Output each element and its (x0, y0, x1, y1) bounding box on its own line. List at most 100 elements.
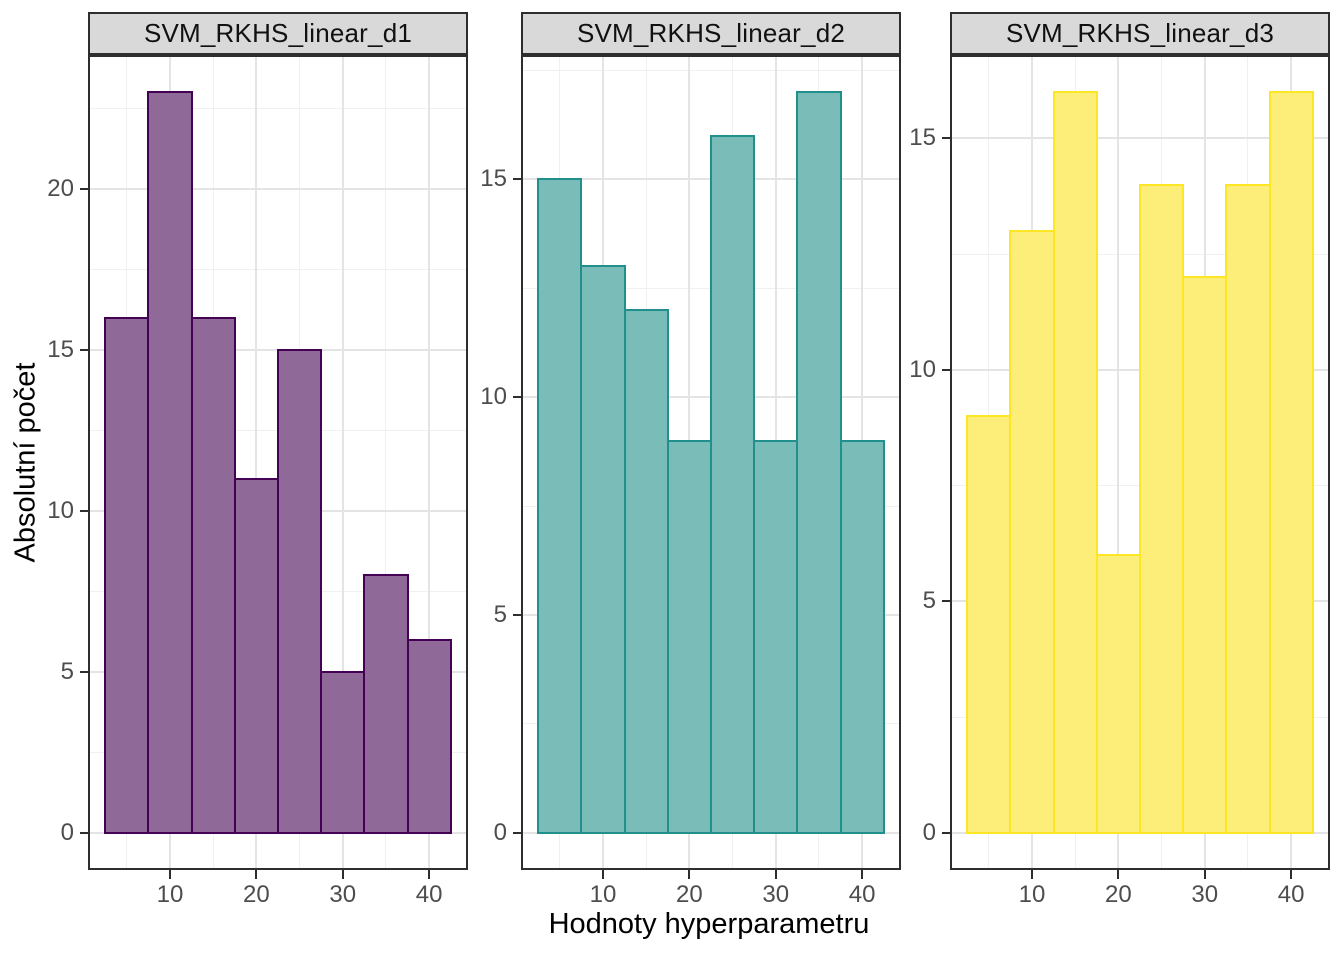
y-tick-mark (80, 348, 88, 351)
y-tick-mark (513, 396, 521, 399)
histogram-bar (190, 316, 236, 834)
facet-panel-d3: SVM_RKHS_linear_d3 0 5 10 15 10 20 30 40 (909, 0, 1330, 960)
y-tick-mark (80, 509, 88, 512)
y-tick-mark (513, 831, 521, 834)
x-tick-mark (341, 870, 344, 879)
histogram-bar (839, 439, 885, 834)
histogram-bar (233, 477, 279, 834)
y-tick-mark (942, 137, 950, 140)
y-tick-label: 5 (60, 657, 74, 685)
facet-strip-d3: SVM_RKHS_linear_d3 (950, 12, 1330, 55)
x-tick-label: 40 (848, 881, 876, 908)
histogram-bar (1182, 276, 1228, 834)
x-tick-label: 10 (1018, 881, 1046, 908)
y-tick-mark (80, 831, 88, 834)
x-tick-label: 20 (243, 881, 270, 908)
x-tick-label: 30 (762, 881, 790, 908)
histogram-bar (147, 91, 193, 834)
gridline-minor-vertical (385, 55, 387, 870)
x-tick-mark (169, 870, 172, 879)
gridline-major-vertical (341, 55, 344, 870)
x-tick-mark (428, 870, 431, 879)
x-tick-mark (861, 870, 864, 879)
y-tick-mark (80, 187, 88, 190)
gridline-major-horizontal (88, 187, 468, 190)
x-axis-d3: 10 20 30 40 (950, 870, 1330, 930)
gridline-major-vertical (255, 55, 258, 870)
y-tick-label: 5 (922, 587, 936, 615)
histogram-bar (1052, 91, 1098, 834)
y-tick-label: 0 (922, 818, 936, 846)
histogram-bar (710, 134, 756, 834)
histogram-bar (537, 178, 583, 834)
y-tick-mark (942, 831, 950, 834)
y-tick-label: 15 (909, 124, 936, 152)
x-tick-mark (688, 870, 691, 879)
facet-panel-d1: SVM_RKHS_linear_d1 0 5 10 15 20 10 20 30 40 (47, 0, 468, 960)
histogram-bar (277, 348, 323, 834)
y-axis-d2: 0 5 10 15 (451, 55, 521, 870)
x-tick-mark (1290, 870, 1293, 879)
y-tick-mark (942, 368, 950, 371)
y-tick-label: 5 (493, 601, 507, 629)
x-tick-label: 30 (329, 881, 357, 908)
histogram-bar (320, 670, 366, 834)
facet-strip-label: SVM_RKHS_linear_d3 (1005, 18, 1275, 48)
panel-plot-d2 (521, 55, 901, 870)
x-tick-mark (602, 870, 605, 879)
x-tick-label: 30 (1191, 881, 1219, 908)
gridline-minor-horizontal (88, 107, 468, 109)
facet-strip-d1: SVM_RKHS_linear_d1 (88, 12, 468, 55)
gridline-major-horizontal (950, 137, 1330, 140)
y-tick-label: 15 (480, 165, 507, 193)
y-tick-mark (513, 614, 521, 617)
facet-strip-label: SVM_RKHS_linear_d1 (143, 18, 413, 48)
panel-plot-d3 (950, 55, 1330, 870)
histogram-bar (406, 638, 452, 834)
gridline-minor-horizontal (521, 69, 901, 71)
histogram-bar (1009, 229, 1055, 834)
facet-strip-d2: SVM_RKHS_linear_d2 (521, 12, 901, 55)
histogram-bar (1139, 183, 1185, 834)
x-tick-label: 20 (1105, 881, 1132, 908)
histogram-bar (580, 265, 626, 834)
x-tick-mark (774, 870, 777, 879)
x-tick-mark (255, 870, 258, 879)
histogram-bar (1095, 554, 1141, 834)
x-tick-label: 40 (1277, 881, 1305, 908)
x-tick-mark (1203, 870, 1206, 879)
y-tick-mark (513, 178, 521, 181)
y-tick-label: 10 (909, 355, 936, 383)
x-axis-d2: 10 20 30 40 (521, 870, 901, 930)
y-tick-label: 15 (47, 335, 74, 363)
histogram-bar (753, 439, 799, 834)
x-tick-label: 10 (589, 881, 617, 908)
y-tick-label: 20 (47, 174, 74, 202)
y-tick-mark (80, 670, 88, 673)
y-tick-label: 10 (480, 383, 507, 411)
x-tick-mark (1031, 870, 1034, 879)
y-tick-mark (942, 600, 950, 603)
histogram-bar (363, 574, 409, 834)
x-tick-mark (1117, 870, 1120, 879)
y-tick-label: 10 (47, 496, 74, 524)
gridline-major-vertical (1117, 55, 1120, 870)
y-tick-label: 0 (60, 818, 74, 846)
histogram-bar (1268, 91, 1314, 834)
panel-plot-d1 (88, 55, 468, 870)
histogram-bar (1225, 183, 1271, 834)
facet-panel-d2: SVM_RKHS_linear_d2 0 5 10 15 10 20 30 40 (480, 0, 901, 960)
x-axis-title: Hodnoty hyperparametru (548, 908, 870, 940)
gridline-minor-horizontal (88, 268, 468, 270)
histogram-bar (966, 415, 1012, 834)
y-axis-d1: 0 5 10 15 20 (18, 55, 88, 870)
gridline-major-vertical (428, 55, 431, 870)
x-axis-d1: 10 20 30 40 (88, 870, 468, 930)
histogram-bar (623, 308, 669, 834)
y-axis-d3: 0 5 10 15 (880, 55, 950, 870)
histogram-bar (666, 439, 712, 834)
y-tick-label: 0 (493, 818, 507, 846)
x-tick-label: 40 (415, 881, 443, 908)
x-tick-label: 20 (676, 881, 703, 908)
facet-strip-label: SVM_RKHS_linear_d2 (576, 18, 846, 48)
